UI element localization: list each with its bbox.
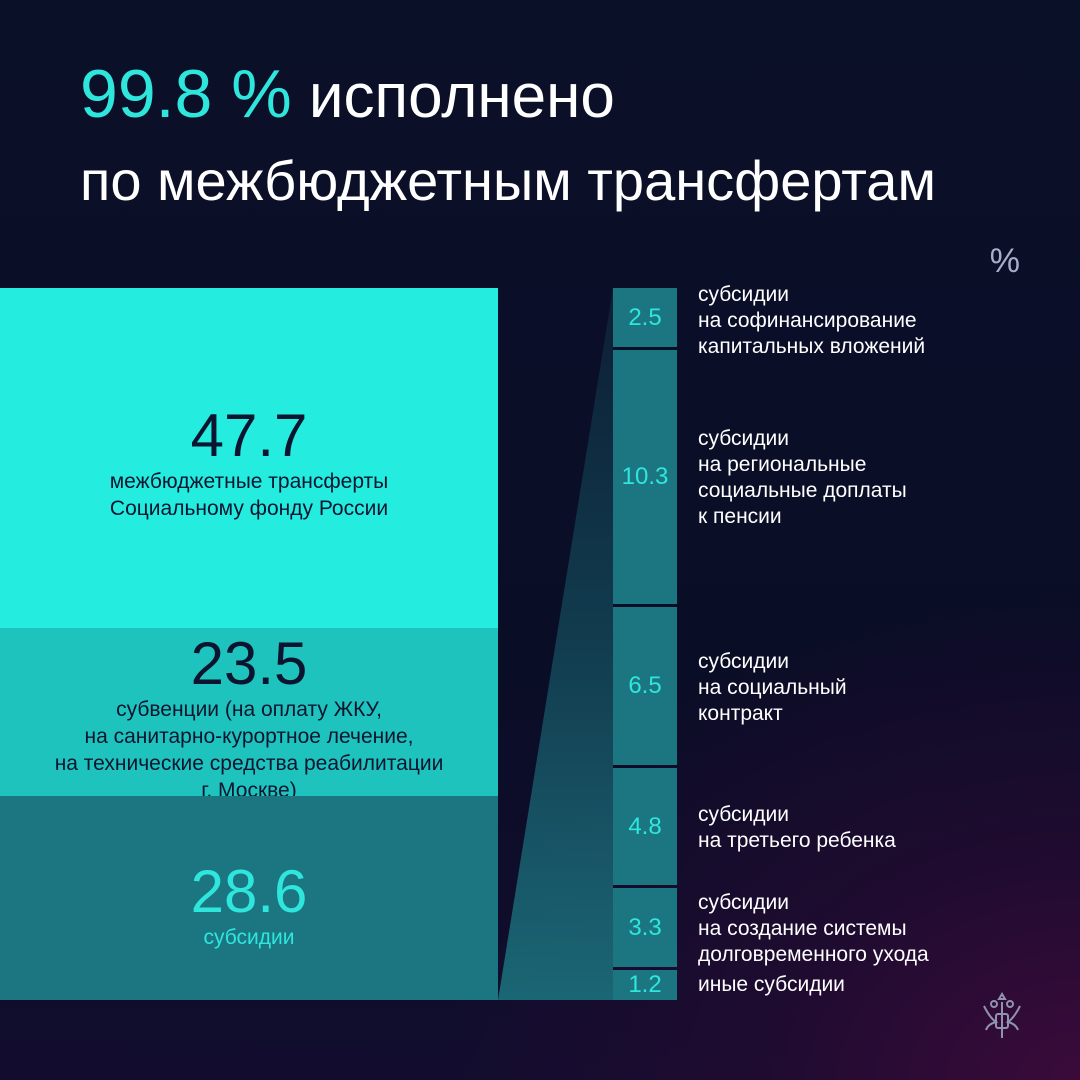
subsidy-category-label: субсидии на софинансирование капитальных в… [698, 282, 1058, 360]
subsidy-value-label: 2.5 [628, 303, 662, 331]
subsidy-bar-segment: 2.5 [613, 288, 677, 348]
subsidy-value-label: 3.3 [628, 913, 662, 941]
caption-line: Социальному фонду России [109, 497, 389, 520]
main-stacked-bar: 47.7 межбюджетные трансферты Социальному ф… [0, 288, 498, 1000]
subsidy-category-label: субсидии на третьего ребенка [698, 802, 1058, 854]
subsidy-bar-segment: 3.3 [613, 887, 677, 968]
label-line: долговременного ухода [698, 943, 929, 967]
caption-line: субсидии [203, 926, 295, 949]
subsidy-category-label: субсидии на региональные социальные доплат… [698, 426, 1058, 530]
main-bar-segment: 47.7 межбюджетные трансферты Социальному ф… [0, 288, 498, 628]
caption-line: субвенции (на оплату ЖКУ, [116, 698, 382, 721]
subsidies-stacked-bar: 2.5 10.3 6.5 4.8 3.3 1.2 [613, 288, 677, 1000]
subsidy-category-label: субсидии на социальный контракт [698, 649, 1058, 727]
main-bar-category-label: субвенции (на оплату ЖКУ, на санитарно-ку… [0, 696, 498, 804]
subsidy-value-label: 6.5 [628, 672, 662, 700]
subsidy-category-label: иные субсидии [698, 972, 1058, 998]
label-line: к пенсии [698, 505, 782, 529]
main-bar-value-label: 28.6 [190, 858, 308, 925]
main-bar-value-label: 23.5 [190, 630, 308, 697]
unit-label: % [989, 242, 1020, 280]
headline-word: исполнено [291, 62, 615, 131]
label-line: на социальный [698, 675, 847, 699]
label-line: контракт [698, 701, 783, 725]
label-line: субсидии [698, 427, 789, 451]
label-line: на софинансирование [698, 309, 917, 332]
main-bar-category-label: межбюджетные трансферты Социальному фонду… [0, 468, 498, 522]
label-line: на третьего ребенка [698, 829, 896, 853]
main-bar-segment: 28.6 субсидии [0, 796, 498, 1000]
subsidy-bar-segment: 10.3 [613, 350, 677, 604]
subsidy-bar-segment: 4.8 [613, 768, 677, 885]
caption-line: на технические средства реабилитации [54, 752, 444, 775]
label-line: субсидии [698, 283, 789, 306]
subsidy-value-label: 10.3 [621, 462, 669, 490]
subsidy-bar-segment: 1.2 [613, 970, 677, 1000]
subsidy-value-label: 1.2 [628, 971, 662, 999]
connector-wedge [498, 288, 613, 1000]
label-line: на создание системы [698, 917, 907, 941]
headline-percent: 99.8 % [80, 56, 292, 132]
main-bar-category-label: субсидии [0, 924, 498, 951]
subsidy-value-label: 4.8 [628, 812, 662, 840]
subsidy-category-label: субсидии на создание системы долговременно… [698, 890, 1058, 968]
label-line: на региональные [698, 453, 867, 477]
emblem-icon [983, 992, 1021, 1038]
label-line: субсидии [698, 803, 789, 827]
label-line: субсидии [698, 649, 789, 673]
label-line: иные субсидии [698, 973, 845, 997]
label-line: субсидии [698, 891, 789, 915]
subsidy-bar-segment: 6.5 [613, 606, 677, 766]
label-line: капитальных вложений [698, 335, 926, 358]
headline: 99.8 % исполнено по межбюджетным трансфе… [80, 52, 1060, 223]
caption-line: на санитарно-курортное лечение, [84, 725, 414, 748]
main-bar-segment: 23.5 субвенции (на оплату ЖКУ, на санитарн… [0, 628, 498, 802]
headline-line-1: 99.8 % исполнено [80, 52, 1060, 139]
headline-line-2: по межбюджетным трансфертам [80, 149, 936, 212]
caption-line: межбюджетные трансферты [109, 470, 389, 493]
label-line: социальные доплаты [698, 479, 907, 503]
main-bar-value-label: 47.7 [190, 402, 308, 469]
